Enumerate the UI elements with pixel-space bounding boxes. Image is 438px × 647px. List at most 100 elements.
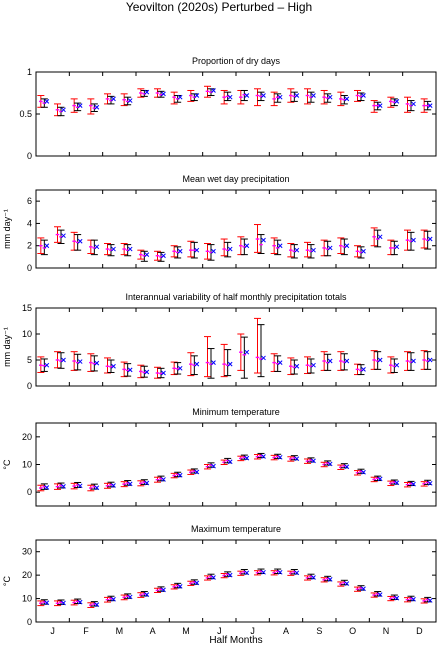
data-point xyxy=(194,93,200,98)
panel-3: Interannual variability of half monthly … xyxy=(2,292,437,391)
data-point xyxy=(311,458,316,464)
data-point xyxy=(294,570,300,576)
data-point xyxy=(344,96,350,102)
data-point xyxy=(94,244,100,250)
month-label: J xyxy=(217,626,222,636)
month-label: A xyxy=(283,626,289,636)
panels-group: Proportion of dry days 0 0.5 1 Mean wet day … xyxy=(2,56,437,636)
data-point xyxy=(344,243,350,249)
plot-frame xyxy=(35,539,437,623)
data-point xyxy=(361,367,366,372)
data-point xyxy=(77,483,83,489)
data-point xyxy=(211,88,216,93)
panel-title: Proportion of dry days xyxy=(192,56,281,66)
data-point xyxy=(344,581,350,586)
data-point xyxy=(427,103,433,108)
plot-frame xyxy=(35,307,437,387)
y-tick-label: 30 xyxy=(22,547,32,557)
data-point xyxy=(211,248,216,254)
data-point xyxy=(227,459,233,465)
y-tick-label: 4 xyxy=(27,218,32,228)
panel-1: Proportion of dry days 0 0.5 1 xyxy=(19,56,437,161)
data-point xyxy=(194,580,200,586)
data-point xyxy=(244,93,250,98)
panel-title: Minimum temperature xyxy=(192,407,280,417)
panel-4: Minimum temperature 0 10 20 °C xyxy=(2,407,437,507)
data-point xyxy=(361,93,366,98)
data-point xyxy=(361,469,366,475)
data-point xyxy=(377,234,383,240)
panel-2: Mean wet day precipitation 0 2 4 6 mm day⁻¹ xyxy=(2,174,437,273)
month-label: J xyxy=(50,626,55,636)
data-point xyxy=(311,93,316,98)
y-tick-label: 0 xyxy=(27,151,32,161)
y-axis-label: mm day⁻¹ xyxy=(2,327,12,367)
data-point xyxy=(244,243,250,249)
data-point xyxy=(44,485,50,490)
y-tick-label: 10 xyxy=(22,594,32,604)
data-point xyxy=(261,93,266,98)
y-axis-label: °C xyxy=(2,575,12,586)
data-point xyxy=(294,456,300,462)
data-point xyxy=(427,236,433,242)
data-point xyxy=(261,237,266,243)
data-point xyxy=(394,99,400,104)
data-point xyxy=(127,98,133,103)
plot-frame xyxy=(35,189,437,269)
data-point xyxy=(161,587,166,593)
data-point xyxy=(277,94,283,100)
y-tick-label: 0 xyxy=(27,487,32,497)
data-point xyxy=(277,243,283,249)
data-point xyxy=(377,476,383,482)
month-label: M xyxy=(116,626,124,636)
data-point xyxy=(94,360,100,366)
y-tick-label: 5 xyxy=(27,355,32,365)
data-point xyxy=(177,248,183,254)
data-point xyxy=(127,481,133,487)
data-point xyxy=(411,481,416,487)
data-point xyxy=(177,94,183,100)
y-axis-label: °C xyxy=(2,459,12,470)
plot-frame xyxy=(35,422,437,507)
data-point xyxy=(144,89,150,95)
data-point xyxy=(111,363,116,369)
y-tick-label: 0 xyxy=(27,617,32,627)
y-tick-label: 10 xyxy=(22,460,32,470)
data-point xyxy=(344,464,350,470)
y-tick-label: 0.5 xyxy=(19,109,32,119)
data-point xyxy=(127,594,133,600)
data-point xyxy=(227,94,233,100)
data-point xyxy=(277,454,283,460)
data-point xyxy=(94,104,100,110)
data-point xyxy=(427,480,433,486)
data-point xyxy=(311,575,316,580)
data-point xyxy=(244,349,250,355)
plot-frame xyxy=(35,71,437,157)
month-label: N xyxy=(383,626,390,636)
data-point xyxy=(327,461,333,467)
data-point xyxy=(377,103,383,108)
data-point xyxy=(111,96,116,102)
month-label: M xyxy=(182,626,190,636)
data-point xyxy=(211,575,216,580)
panel-title: Mean wet day precipitation xyxy=(182,174,289,184)
data-point xyxy=(394,480,400,486)
data-point xyxy=(277,360,283,365)
data-point xyxy=(227,246,233,252)
month-label: A xyxy=(150,626,156,636)
data-point xyxy=(44,362,50,368)
data-point xyxy=(211,360,216,365)
data-point xyxy=(127,367,133,373)
data-point xyxy=(194,361,200,367)
data-point xyxy=(311,362,316,368)
data-point xyxy=(194,247,200,253)
data-point xyxy=(261,569,266,575)
data-point xyxy=(427,357,433,363)
data-point xyxy=(161,477,166,482)
data-point xyxy=(261,454,266,459)
data-point xyxy=(61,600,66,606)
month-label: D xyxy=(416,626,423,636)
month-label: S xyxy=(316,626,322,636)
data-point xyxy=(227,361,233,367)
